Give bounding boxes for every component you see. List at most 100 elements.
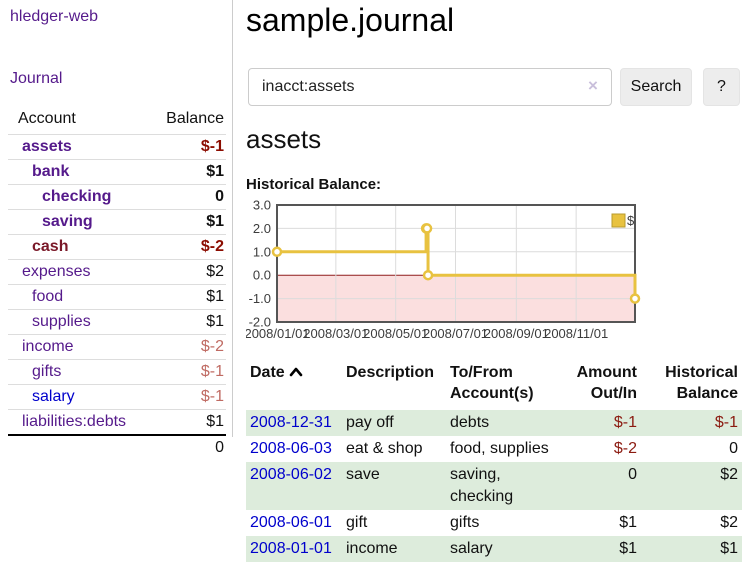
- svg-text:0.0: 0.0: [253, 268, 271, 283]
- transaction-amount: $-2: [613, 440, 637, 457]
- transaction-balance: $1: [720, 540, 738, 557]
- account-balance: $1: [206, 213, 224, 230]
- account-row: bank $1: [8, 159, 226, 185]
- account-link[interactable]: cash: [32, 238, 69, 255]
- register-header-date[interactable]: Date: [246, 360, 342, 410]
- accounts-total-row: 0: [8, 434, 226, 460]
- transaction-date-link[interactable]: 2008-06-03: [250, 440, 332, 457]
- transaction-balance: $-1: [714, 414, 738, 431]
- account-row: food $1: [8, 284, 226, 310]
- transaction-date-link[interactable]: 2008-06-01: [250, 514, 332, 531]
- account-heading: assets: [246, 124, 322, 154]
- account-link[interactable]: assets: [22, 138, 72, 155]
- accounts-panel: Account Balance assets $-1 bank $1 check…: [8, 106, 226, 460]
- transaction-amount: $-1: [613, 414, 637, 431]
- historical-balance-chart: $3.0 2.0 1.0 0.0 -1.0 -2.0 2008/01/01 2008/03/0…: [244, 198, 642, 342]
- register-row: 2008-06-03 eat & shop food, supplies $-2…: [246, 436, 742, 462]
- svg-text:2.0: 2.0: [253, 221, 271, 236]
- svg-text:1.0: 1.0: [253, 244, 271, 259]
- accounts-table: Account Balance assets $-1 bank $1 check…: [8, 106, 226, 460]
- account-row: cash $-2: [8, 234, 226, 260]
- account-link[interactable]: supplies: [32, 313, 91, 330]
- transaction-description: eat & shop: [346, 440, 423, 457]
- clear-search-icon[interactable]: ×: [588, 76, 598, 95]
- transaction-accounts: food, supplies: [450, 440, 549, 457]
- page-title: sample.journal: [246, 2, 455, 38]
- account-row: saving $1: [8, 209, 226, 235]
- account-balance: $-2: [200, 338, 224, 355]
- account-link[interactable]: salary: [32, 388, 75, 405]
- svg-text:3.0: 3.0: [253, 199, 271, 213]
- transaction-balance: 0: [729, 440, 738, 457]
- register-header-row: Date Description To/From Account(s) Amou…: [246, 360, 742, 410]
- transaction-date-link[interactable]: 2008-01-01: [250, 540, 332, 557]
- register-table: Date Description To/From Account(s) Amou…: [246, 360, 742, 562]
- register-row: 2008-12-31 pay off debts $-1 $-1: [246, 410, 742, 436]
- account-row: salary $-1: [8, 384, 226, 410]
- account-link[interactable]: food: [32, 288, 64, 305]
- chart-title: Historical Balance:: [246, 176, 382, 193]
- svg-text:-2.0: -2.0: [249, 315, 271, 330]
- transaction-balance: $2: [720, 466, 738, 483]
- svg-text:2008/09/01: 2008/09/01: [484, 326, 549, 341]
- account-balance: $-1: [200, 363, 224, 380]
- register-row: 2008-01-01 income salary $1 $1: [246, 536, 742, 562]
- accounts-header-account: Account: [18, 110, 76, 127]
- register-row: 2008-06-01 gift gifts $1 $2: [246, 510, 742, 536]
- account-link[interactable]: gifts: [32, 363, 62, 380]
- register-header-description: Description: [346, 364, 435, 381]
- account-balance: 0: [215, 188, 224, 205]
- transaction-date-link[interactable]: 2008-12-31: [250, 414, 332, 431]
- account-link[interactable]: liabilities:debts: [22, 413, 127, 430]
- account-link[interactable]: expenses: [22, 263, 91, 280]
- transaction-accounts: saving, checking: [450, 466, 514, 505]
- svg-text:2008/07/01: 2008/07/01: [423, 326, 488, 341]
- sort-asc-icon: [289, 363, 303, 384]
- account-row: liabilities:debts $1: [8, 409, 226, 435]
- accounts-total-balance: 0: [215, 439, 224, 456]
- account-link[interactable]: checking: [42, 188, 112, 205]
- transaction-accounts: salary: [450, 540, 493, 557]
- transaction-accounts: debts: [450, 414, 490, 431]
- register-header-accounts: To/From Account(s): [450, 364, 534, 402]
- search-input[interactable]: [248, 68, 612, 106]
- svg-text:2008/05/01: 2008/05/01: [363, 326, 428, 341]
- transaction-balance: $2: [720, 514, 738, 531]
- sidebar: hledger-web Journal Account Balance asse…: [0, 0, 233, 460]
- account-link[interactable]: income: [22, 338, 74, 355]
- register-row: 2008-06-02 save saving, checking 0 $2: [246, 462, 742, 510]
- accounts-header-balance: Balance: [166, 110, 224, 127]
- account-link[interactable]: bank: [32, 163, 70, 180]
- account-row: checking 0: [8, 184, 226, 210]
- account-row: assets $-1: [8, 134, 226, 160]
- svg-text:2008/01/01: 2008/01/01: [246, 326, 310, 341]
- svg-text:2008/03/01: 2008/03/01: [303, 326, 368, 341]
- svg-text:-1.0: -1.0: [249, 291, 271, 306]
- search-button[interactable]: Search: [620, 68, 692, 106]
- transaction-amount: 0: [628, 466, 637, 483]
- account-row: gifts $-1: [8, 359, 226, 385]
- transaction-date-link[interactable]: 2008-06-02: [250, 466, 332, 483]
- transaction-accounts: gifts: [450, 514, 480, 531]
- app-title-link[interactable]: hledger-web: [10, 8, 99, 25]
- transaction-description: save: [346, 466, 380, 483]
- account-balance: $1: [206, 163, 224, 180]
- sidebar-item-journal[interactable]: Journal: [10, 70, 63, 87]
- account-row: income $-2: [8, 334, 226, 360]
- svg-text:$: $: [627, 213, 635, 228]
- account-row: supplies $1: [8, 309, 226, 335]
- transaction-description: income: [346, 540, 398, 557]
- help-button[interactable]: ?: [703, 68, 740, 106]
- account-balance: $1: [206, 288, 224, 305]
- main-panel: sample.journal × Search ? assets Histori…: [244, 0, 742, 582]
- register-header-amount: Amount Out/In: [576, 364, 637, 402]
- account-row: expenses $2: [8, 259, 226, 285]
- account-balance: $-2: [200, 238, 224, 255]
- transaction-amount: $1: [619, 540, 637, 557]
- account-balance: $1: [206, 313, 224, 330]
- account-link[interactable]: saving: [42, 213, 93, 230]
- chart-canvas: $3.0 2.0 1.0 0.0 -1.0 -2.02008/01/012008/03/0…: [244, 198, 641, 341]
- accounts-header-row: Account Balance: [8, 106, 226, 135]
- transaction-description: pay off: [346, 414, 394, 431]
